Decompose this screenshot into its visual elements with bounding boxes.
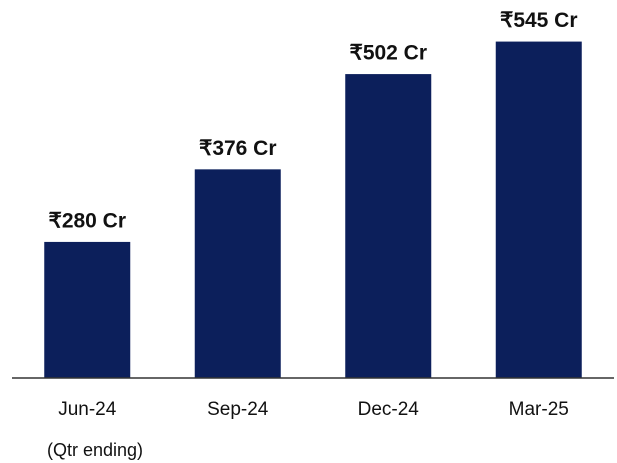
x-tick-label: Dec-24 <box>358 399 420 420</box>
bar <box>345 74 432 378</box>
value-label: ₹280 Cr <box>48 209 126 232</box>
x-tick-label: Sep-24 <box>207 399 269 420</box>
bar <box>495 41 582 379</box>
annotation: (Qtr ending) <box>47 440 143 460</box>
x-tick-label: Mar-25 <box>509 399 569 420</box>
value-label: ₹545 Cr <box>500 9 578 32</box>
bar <box>44 241 131 378</box>
value-label: ₹376 Cr <box>199 137 277 160</box>
value-label: ₹502 Cr <box>349 42 427 65</box>
x-tick-label: Jun-24 <box>58 399 117 420</box>
bar <box>194 169 281 378</box>
